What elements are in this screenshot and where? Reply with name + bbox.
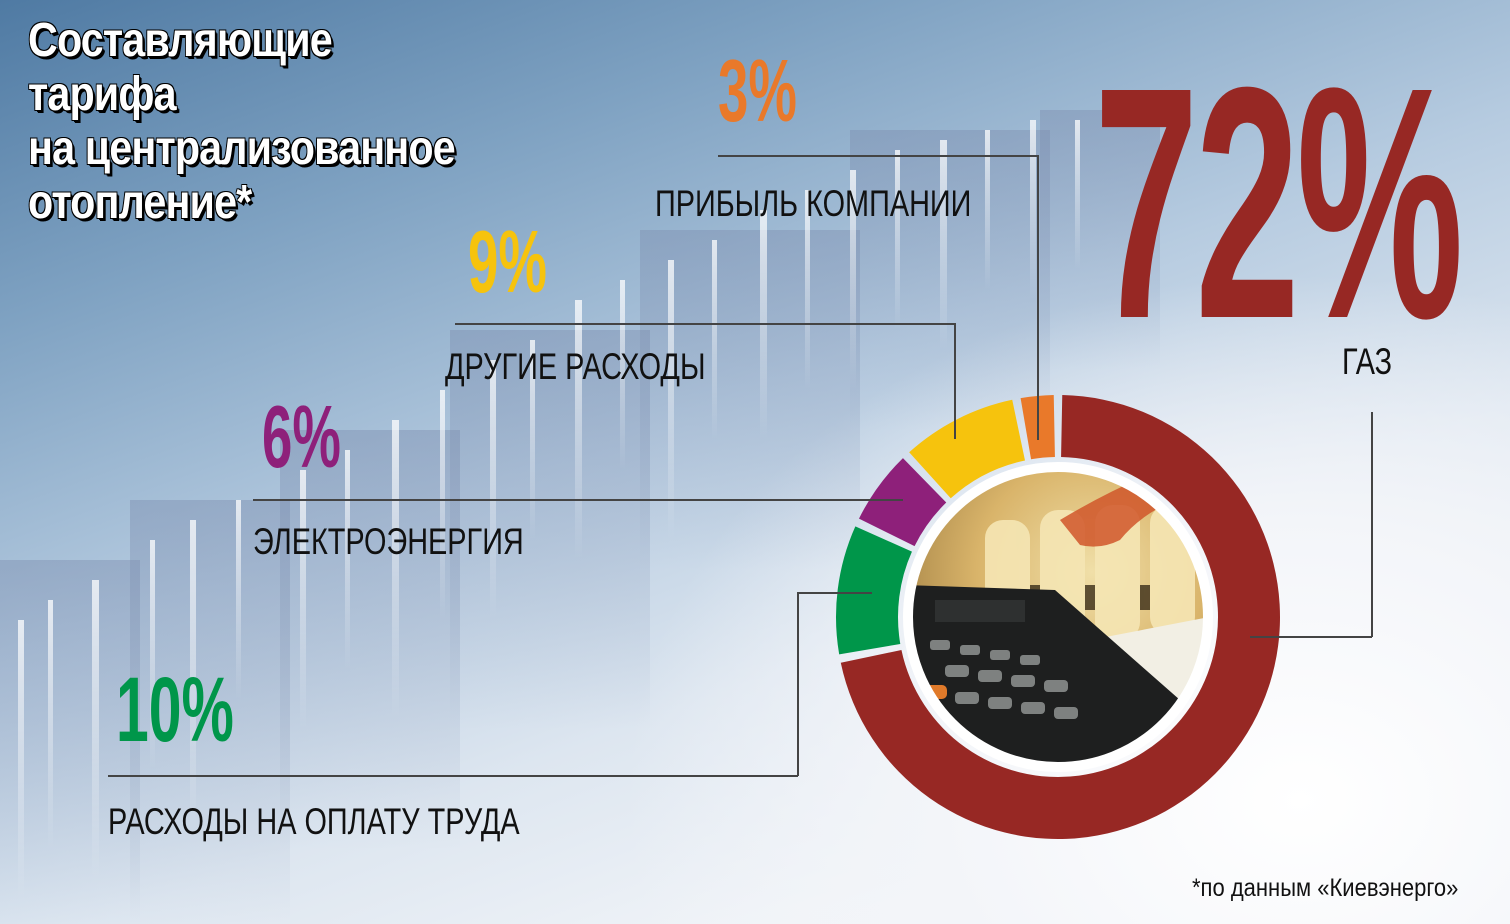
leader-line-gas-v — [1371, 412, 1373, 637]
label-labor: РАСХОДЫ НА ОПЛАТУ ТРУДА — [108, 801, 520, 842]
leader-line-labor-h — [108, 775, 798, 777]
page-title: Составляющие тарифа на централизованное … — [28, 14, 456, 230]
percent-other: 9% — [468, 212, 547, 311]
title-line-1: Составляющие — [28, 14, 333, 67]
percent-electricity: 6% — [262, 387, 341, 486]
title-line-3: на централизованное — [28, 122, 456, 175]
label-profit: ПРИБЫЛЬ КОМПАНИИ — [655, 183, 972, 224]
percent-gas: 72% — [1094, 18, 1464, 387]
leader-line-other-h — [455, 323, 955, 325]
donut-segment-other — [909, 399, 1026, 499]
donut-segment-electricity — [858, 458, 947, 547]
percent-labor: 10% — [116, 659, 234, 761]
leader-line-gas-h — [1250, 636, 1372, 638]
label-other: ДРУГИЕ РАСХОДЫ — [445, 346, 706, 387]
leader-line-profit-v — [1037, 155, 1039, 440]
leader-line-labor-h2 — [797, 592, 872, 594]
leader-line-electricity-h — [253, 499, 903, 501]
percent-profit: 3% — [718, 41, 797, 140]
footnote: *по данным «Киевэнерго» — [1192, 874, 1459, 902]
donut-segment-labor — [836, 526, 912, 655]
leader-line-other-v — [954, 323, 956, 439]
label-gas: ГАЗ — [1342, 341, 1393, 382]
leader-line-profit-h — [718, 155, 1038, 157]
title-line-2: тарифа — [28, 68, 177, 121]
leader-line-labor-v — [797, 592, 799, 776]
center-photo — [908, 467, 1208, 767]
label-electricity: ЭЛЕКТРОЭНЕРГИЯ — [253, 521, 524, 562]
title-line-4: отопление* — [28, 176, 252, 229]
